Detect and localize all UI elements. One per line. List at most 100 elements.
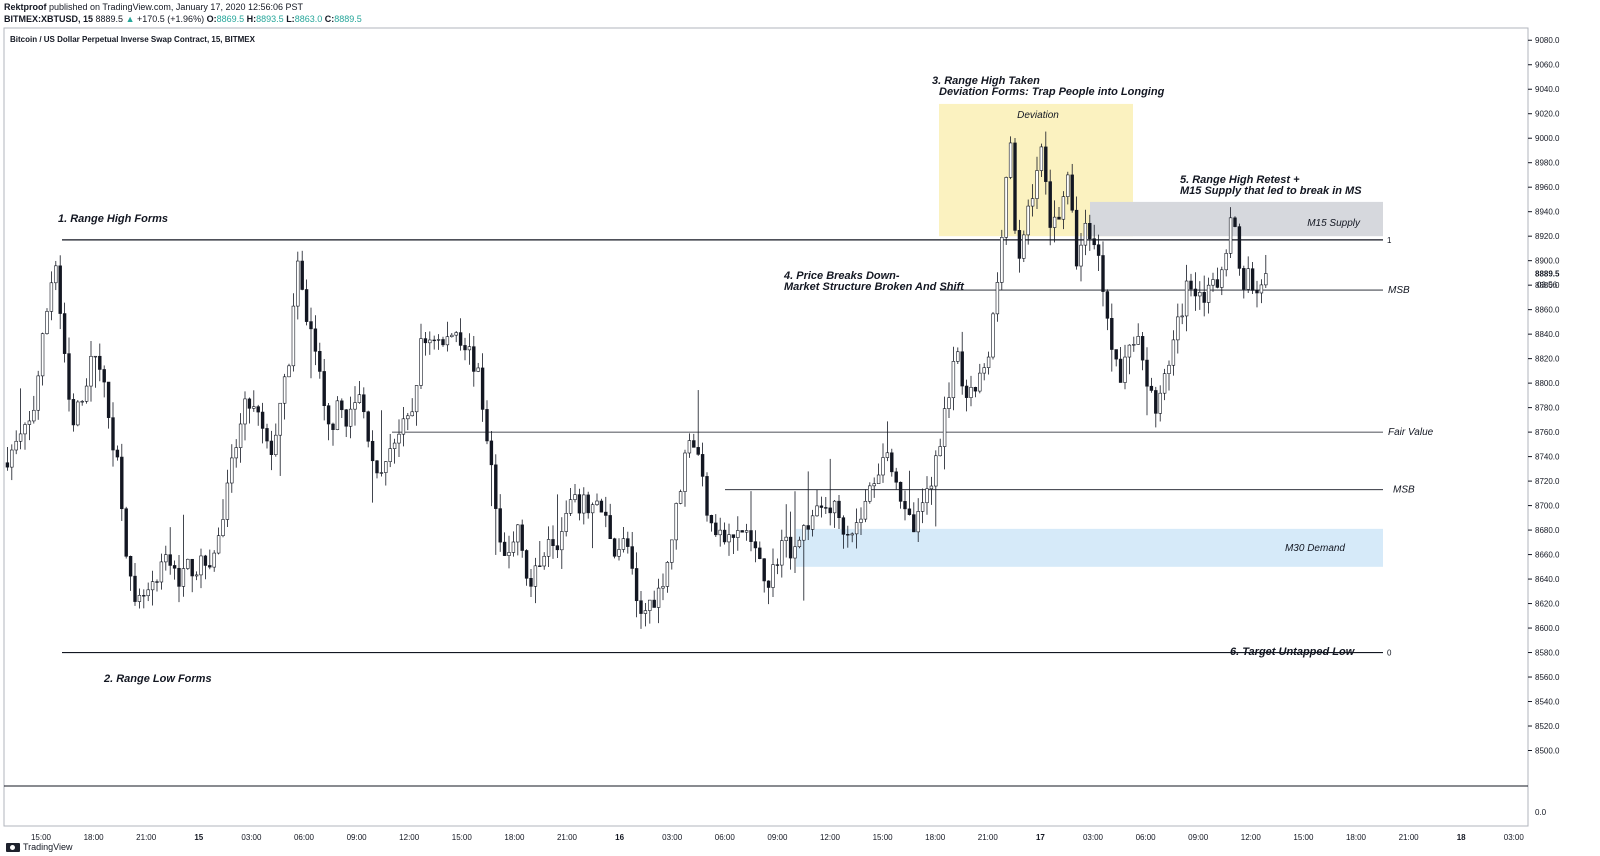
annotation-price-breaks: 4. Price Breaks Down- bbox=[783, 270, 900, 282]
candle-body bbox=[665, 562, 670, 587]
candle-body bbox=[806, 525, 810, 530]
candle-body bbox=[1013, 142, 1017, 231]
candle-body bbox=[643, 610, 648, 614]
candle-body bbox=[414, 385, 419, 413]
candle-body bbox=[916, 511, 920, 533]
candle-body bbox=[76, 401, 80, 426]
candle-body bbox=[1017, 230, 1022, 259]
candle-body bbox=[736, 530, 740, 538]
candle-body bbox=[326, 405, 331, 425]
brand-name: TradingView bbox=[23, 842, 73, 852]
tradingview-brand[interactable]: TradingView bbox=[6, 842, 73, 852]
candle-body bbox=[692, 440, 696, 448]
candle-body bbox=[595, 500, 599, 505]
candle-body bbox=[62, 313, 67, 354]
time-tick-label: 18:00 bbox=[925, 833, 946, 842]
zone-box bbox=[796, 528, 1383, 567]
candle-body bbox=[80, 401, 84, 403]
candle-body bbox=[379, 472, 384, 474]
candle-body bbox=[546, 539, 551, 557]
time-tick-label: 18:00 bbox=[504, 833, 525, 842]
close-value: 8889.5 bbox=[334, 14, 362, 24]
zone-label: M30 Demand bbox=[1285, 543, 1345, 554]
candle-body bbox=[1092, 238, 1096, 246]
candle-body bbox=[881, 457, 885, 476]
candle-body bbox=[969, 387, 973, 398]
candle-body bbox=[872, 483, 876, 487]
candle-body bbox=[137, 595, 142, 602]
time-tick-label: 03:00 bbox=[241, 833, 262, 842]
time-tick-label: 03:00 bbox=[1083, 833, 1104, 842]
price-tick-label: 9060.0 bbox=[1535, 61, 1560, 70]
candle-body bbox=[1035, 170, 1039, 199]
candle-body bbox=[890, 452, 894, 473]
author-name[interactable]: Rektproof bbox=[4, 2, 47, 12]
candle-body bbox=[1030, 198, 1035, 207]
time-tick-label: 03:00 bbox=[662, 833, 683, 842]
candle-body bbox=[894, 471, 898, 483]
price-tick-label: 8880.0 bbox=[1535, 281, 1560, 290]
candle-body bbox=[863, 500, 868, 520]
candle-body bbox=[608, 515, 612, 540]
candle-body bbox=[357, 394, 362, 403]
candle-body bbox=[674, 503, 678, 541]
candle-body bbox=[216, 535, 221, 554]
candle-body bbox=[1008, 142, 1013, 178]
price-tick-label: 8920.0 bbox=[1535, 232, 1560, 241]
time-tick-label: 09:00 bbox=[767, 833, 788, 842]
symbol-label[interactable]: BITMEX:XBTUSD, 15 bbox=[4, 14, 94, 24]
time-tick-label: 21:00 bbox=[557, 833, 578, 842]
candle-body bbox=[274, 434, 278, 455]
candle-body bbox=[58, 265, 62, 314]
candle-body bbox=[133, 575, 137, 602]
candle-body bbox=[489, 440, 494, 466]
candle-body bbox=[555, 545, 560, 551]
candle-body bbox=[630, 546, 634, 569]
annotation-range-low: 2. Range Low Forms bbox=[103, 673, 212, 685]
candle-body bbox=[982, 367, 986, 374]
candle-body bbox=[256, 406, 260, 413]
price-axis[interactable]: 9080.0 9060.0 9040.0 9020.0 9000.0 8980.0 8960… bbox=[1528, 36, 1560, 756]
time-axis[interactable]: 15:00 18:00 21:00 15 03:00 06:00 09:00 12:00 15:… bbox=[31, 833, 1524, 842]
candle-body bbox=[106, 381, 111, 418]
candle-body bbox=[159, 561, 164, 583]
candle-body bbox=[450, 334, 454, 338]
candle-body bbox=[960, 351, 964, 387]
candle-body bbox=[753, 541, 758, 549]
candle-body bbox=[520, 524, 524, 551]
candle-body bbox=[749, 530, 753, 542]
candle-body bbox=[582, 494, 586, 514]
candle-body bbox=[410, 411, 414, 417]
candle-body bbox=[775, 564, 780, 566]
time-tick-label: 15:00 bbox=[1293, 833, 1314, 842]
candle-body bbox=[740, 530, 744, 533]
candle-body bbox=[920, 502, 925, 512]
candle-body bbox=[164, 554, 168, 563]
ohlc-line: BITMEX:XBTUSD, 15 8889.5 ▲ +170.5 (+1.96… bbox=[4, 14, 362, 25]
candle-body bbox=[375, 460, 379, 474]
candle-body bbox=[626, 538, 630, 547]
volume-axis-label: 0.0 bbox=[1535, 808, 1547, 817]
candle-body bbox=[1180, 315, 1184, 318]
candle-body bbox=[560, 531, 564, 551]
candle-body bbox=[538, 565, 542, 567]
candle-body bbox=[282, 376, 287, 404]
candle-body bbox=[1114, 349, 1118, 360]
candle-body bbox=[1127, 344, 1132, 358]
candle-body bbox=[929, 485, 934, 490]
candle-body bbox=[639, 600, 643, 614]
candle-body bbox=[432, 339, 436, 342]
candle-body bbox=[568, 499, 573, 514]
candle-body bbox=[89, 355, 93, 387]
candle-body bbox=[5, 462, 10, 468]
candle-body bbox=[683, 452, 687, 492]
time-tick-label: 06:00 bbox=[715, 833, 736, 842]
candle-body bbox=[1110, 318, 1114, 350]
candle-body bbox=[10, 449, 14, 468]
candle-body bbox=[441, 339, 445, 346]
zones-layer: Deviation M15 Supply M30 Demand bbox=[796, 103, 1383, 567]
time-tick-label: 15:00 bbox=[452, 833, 473, 842]
level-label: 0 bbox=[1387, 649, 1392, 658]
candle-body bbox=[331, 423, 335, 430]
